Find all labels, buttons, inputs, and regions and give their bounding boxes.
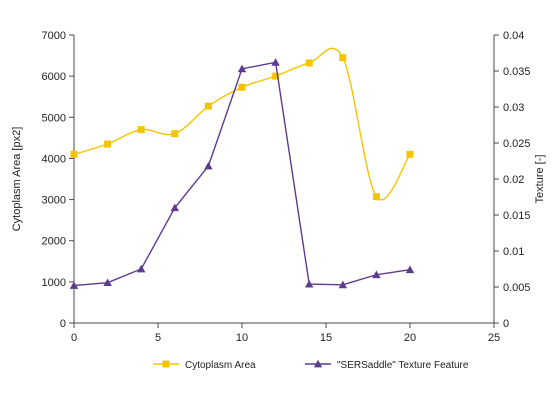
y-tick-label: 7000 [42, 30, 66, 42]
data-point-triangle [305, 279, 314, 288]
data-point-triangle [372, 270, 381, 279]
x-tick-label: 15 [320, 332, 332, 344]
y2-tick-label: 0.025 [503, 138, 531, 150]
y2-tick-label: 0.015 [503, 210, 531, 222]
x-tick-label: 0 [71, 332, 77, 344]
data-point-triangle [338, 280, 347, 289]
y2-tick-label: 0.04 [503, 30, 524, 42]
data-point-triangle [69, 281, 79, 289]
data-point-square [339, 54, 347, 62]
data-point-square [238, 83, 246, 91]
x-tick-label: 20 [404, 332, 416, 344]
y2-axis-title: Texture [-] [534, 155, 546, 204]
y-tick-label: 6000 [42, 71, 66, 83]
y-axis-title: Cytoplasm Area [px2] [11, 127, 23, 232]
data-point-triangle [137, 264, 146, 273]
data-point-triangle [237, 64, 247, 73]
legend-label: "SERSaddle" Texture Feature [337, 360, 469, 371]
legend-item: Cytoplasm Area [153, 360, 256, 371]
data-point-triangle [204, 161, 213, 170]
data-point-square [204, 102, 212, 110]
data-point-triangle [170, 203, 179, 212]
legend-label: Cytoplasm Area [185, 360, 256, 371]
data-point-square [70, 150, 78, 158]
y-tick-label: 4000 [42, 153, 66, 165]
data-point-square [406, 150, 414, 158]
data-point-triangle [271, 58, 280, 66]
legend-marker [313, 359, 323, 368]
series-line [73, 61, 411, 287]
data-point-square [104, 140, 112, 148]
legend-item: "SERSaddle" Texture Feature [305, 359, 469, 371]
x-tick-label: 10 [236, 332, 248, 344]
y-tick-label: 3000 [42, 195, 66, 207]
data-point-square [137, 126, 145, 134]
series-layer [69, 47, 415, 289]
y-tick-label: 2000 [42, 236, 66, 248]
legend: Cytoplasm Area "SERSaddle" Texture Featur… [153, 359, 469, 371]
series-texture-feature [69, 58, 415, 289]
y-tick-label: 5000 [42, 112, 66, 124]
series-cytoplasm-area [70, 47, 414, 201]
y-tick-label: 1000 [42, 277, 66, 289]
data-point-triangle [405, 265, 415, 274]
y2-tick-label: 0.03 [503, 102, 524, 114]
axes-layer: 0 5 10 15 20 25010002000300040005000600070000… [42, 30, 531, 344]
data-point-triangle [103, 278, 112, 287]
legend-marker [162, 360, 170, 368]
y2-tick-label: 0 [503, 318, 509, 330]
y2-tick-label: 0.005 [503, 282, 531, 294]
y2-tick-label: 0.02 [503, 174, 524, 186]
y-tick-label: 0 [60, 318, 66, 330]
data-point-square [305, 59, 313, 67]
x-tick-label: 5 [155, 332, 161, 344]
data-point-square [372, 193, 380, 201]
data-point-square [272, 72, 280, 80]
data-point-square [171, 130, 179, 138]
x-tick-label: 25 [488, 332, 500, 344]
series-line [73, 47, 411, 201]
y2-tick-label: 0.035 [503, 66, 531, 78]
y2-tick-label: 0.01 [503, 246, 524, 258]
